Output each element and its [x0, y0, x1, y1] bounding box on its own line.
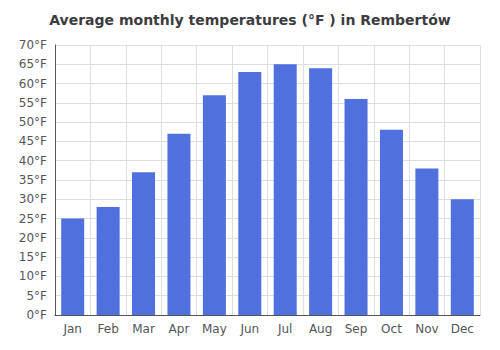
svg-text:5°F: 5°F [26, 289, 47, 303]
svg-text:May: May [202, 322, 227, 336]
svg-text:Mar: Mar [132, 322, 155, 336]
svg-text:Apr: Apr [169, 322, 190, 336]
svg-text:25°F: 25°F [19, 212, 47, 226]
svg-text:50°F: 50°F [19, 115, 47, 129]
svg-text:Jun: Jun [239, 322, 259, 336]
svg-text:Average monthly temperatures (: Average monthly temperatures (°F ) in Re… [49, 12, 451, 28]
svg-text:Nov: Nov [415, 322, 438, 336]
svg-text:60°F: 60°F [19, 77, 47, 91]
svg-text:Oct: Oct [381, 322, 402, 336]
svg-text:Dec: Dec [451, 322, 474, 336]
svg-text:10°F: 10°F [19, 269, 47, 283]
svg-text:Sep: Sep [345, 322, 368, 336]
svg-text:Aug: Aug [309, 322, 332, 336]
svg-text:45°F: 45°F [19, 134, 47, 148]
svg-text:70°F: 70°F [19, 38, 47, 52]
svg-text:20°F: 20°F [19, 231, 47, 245]
svg-text:40°F: 40°F [19, 154, 47, 168]
svg-text:Jan: Jan [62, 322, 82, 336]
svg-text:30°F: 30°F [19, 192, 47, 206]
svg-text:55°F: 55°F [19, 96, 47, 110]
svg-text:Jul: Jul [277, 322, 292, 336]
svg-text:0°F: 0°F [26, 308, 47, 322]
svg-text:65°F: 65°F [19, 57, 47, 71]
svg-text:15°F: 15°F [19, 250, 47, 264]
svg-text:Feb: Feb [98, 322, 119, 336]
svg-text:35°F: 35°F [19, 173, 47, 187]
